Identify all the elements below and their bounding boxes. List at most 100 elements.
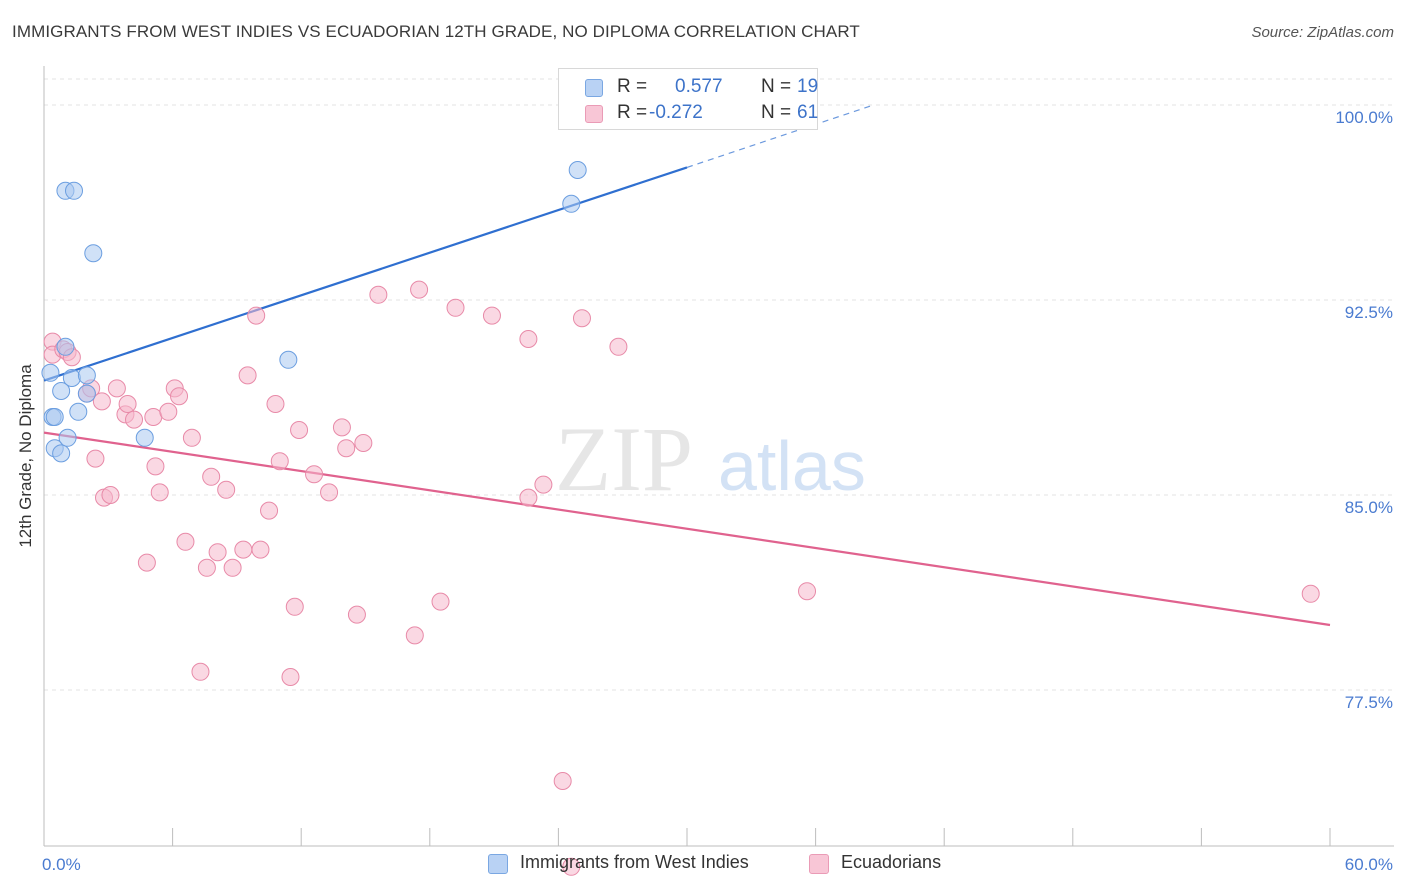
point-west-indies [279,350,298,369]
n-value: 61 [797,102,819,123]
point-west-indies [77,384,96,403]
point-west-indies [45,408,64,426]
point-west-indies [562,194,581,213]
n-value: 19 [797,76,819,97]
axes [43,66,1394,847]
r-value: -0.272 [649,102,703,123]
legend-label-west-indies: Immigrants from West Indies [520,852,749,872]
x-tick-label: 0.0% [42,855,81,874]
point-ecuadorians [798,582,817,601]
y-tick-label: 92.5% [1345,303,1393,322]
point-ecuadorians [482,306,501,325]
point-ecuadorians [182,428,201,447]
point-ecuadorians [223,558,242,577]
point-ecuadorians [150,483,169,502]
point-ecuadorians [572,309,591,328]
watermark-zip: ZIP [555,408,693,510]
swatch-west-indies [585,79,603,97]
point-west-indies [69,402,88,421]
point-ecuadorians [285,597,304,616]
point-ecuadorians [101,486,120,504]
point-ecuadorians [534,475,553,494]
point-ecuadorians [86,449,105,468]
point-ecuadorians [266,395,285,413]
watermark: ZIP atlas [555,408,866,510]
y-tick-label: 85.0% [1345,498,1393,517]
point-west-indies [56,337,75,356]
point-ecuadorians [431,592,450,611]
point-ecuadorians [197,558,216,577]
point-ecuadorians [281,668,300,686]
legend-swatch-west-indies [488,854,508,874]
point-ecuadorians [176,532,195,551]
point-ecuadorians [405,626,424,645]
point-ecuadorians [354,434,373,452]
point-west-indies [62,369,81,387]
swatch-ecuadorians [585,105,603,123]
point-ecuadorians [170,387,189,406]
chart-source: Source: ZipAtlas.com [1251,24,1394,41]
chart-title: IMMIGRANTS FROM WEST INDIES VS ECUADORIA… [12,22,860,41]
point-ecuadorians [202,467,221,486]
watermark-atlas: atlas [718,427,866,505]
point-ecuadorians [107,379,126,398]
point-ecuadorians [519,330,538,348]
point-west-indies [58,428,77,447]
point-ecuadorians [332,418,351,437]
point-ecuadorians [118,395,137,413]
point-ecuadorians [446,298,465,317]
r-value: 0.577 [675,76,723,97]
legend-label-ecuadorians: Ecuadorians [841,852,942,872]
x-tick-label: 60.0% [1345,855,1393,874]
point-ecuadorians [217,480,236,499]
point-ecuadorians [159,402,178,421]
point-ecuadorians [290,421,309,439]
point-ecuadorians [553,772,572,790]
point-ecuadorians [251,540,270,559]
point-west-indies [568,161,587,179]
point-ecuadorians [260,501,279,520]
point-ecuadorians [320,483,339,502]
trend-line-west-indies [43,166,688,382]
point-ecuadorians [92,392,111,411]
point-west-indies [65,181,84,200]
point-ecuadorians [137,553,156,572]
point-ecuadorians [144,408,163,426]
trend-line-ecuadorians [43,431,1331,627]
point-ecuadorians [305,465,324,484]
axis-labels: 77.5% 85.0% 92.5% 100.0% 0.0% 60.0% 12th Grade… [16,108,1393,874]
point-ecuadorians [519,488,538,507]
point-ecuadorians [609,337,628,356]
point-west-indies [52,382,71,400]
point-west-indies [135,428,154,447]
point-ecuadorians [369,285,388,304]
point-west-indies [41,363,60,382]
point-ecuadorians [270,452,289,471]
y-tick-label: 100.0% [1335,108,1393,127]
stats-legend: R = 0.577 N = 19 R = -0.272 N = 61 [558,68,818,130]
point-ecuadorians [337,439,356,458]
point-ecuadorians [562,857,581,876]
r-label: R = [617,102,648,123]
point-ecuadorians [125,410,144,429]
point-west-indies [52,444,71,463]
point-ecuadorians [1301,584,1320,603]
point-west-indies [84,244,103,263]
point-ecuadorians [208,543,227,562]
point-ecuadorians [146,457,165,476]
point-west-indies [77,366,96,385]
point-ecuadorians [191,662,210,681]
n-label: N = [761,102,792,123]
point-ecuadorians [410,280,429,299]
r-label: R = [617,76,648,97]
legend-swatch-ecuadorians [809,854,829,874]
point-ecuadorians [238,366,257,385]
y-tick-label: 77.5% [1345,693,1393,712]
point-ecuadorians [247,306,266,325]
y-axis-label: 12th Grade, No Diploma [16,364,35,548]
gridlines [44,78,1394,691]
data-points [41,161,1320,876]
n-label: N = [761,76,792,97]
point-ecuadorians [234,540,253,559]
